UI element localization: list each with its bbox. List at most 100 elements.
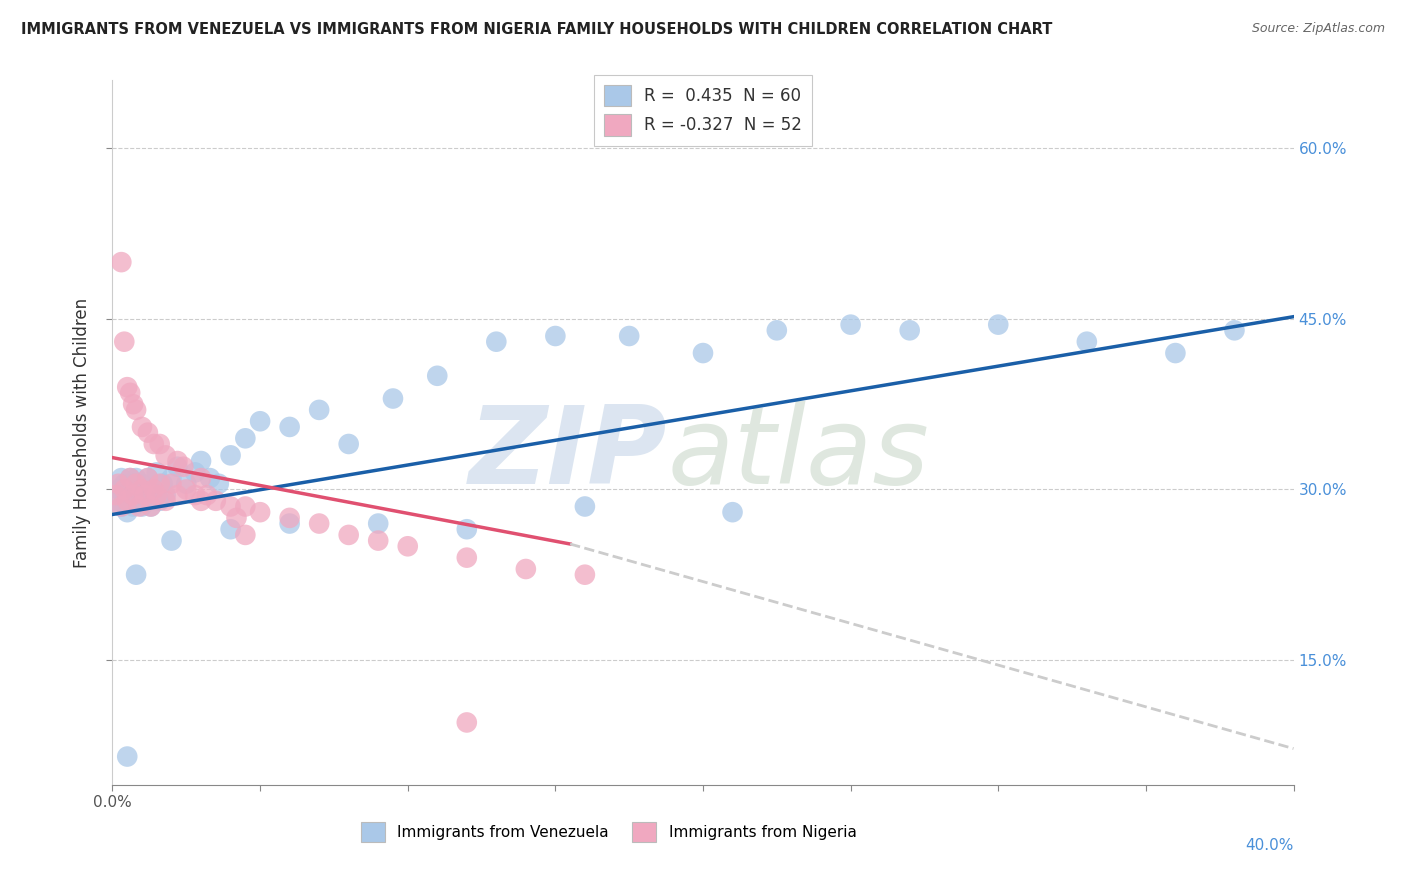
Point — [692, 346, 714, 360]
Point — [149, 493, 172, 508]
Text: 40.0%: 40.0% — [1246, 838, 1294, 853]
Point — [136, 471, 159, 485]
Point — [122, 500, 145, 514]
Point — [337, 528, 360, 542]
Point — [184, 488, 207, 502]
Point — [208, 476, 231, 491]
Point — [112, 483, 135, 497]
Point — [155, 448, 177, 462]
Point — [219, 448, 242, 462]
Point — [308, 516, 330, 531]
Point — [146, 488, 169, 502]
Point — [456, 715, 478, 730]
Text: ZIP: ZIP — [470, 401, 668, 507]
Point — [136, 471, 159, 485]
Point — [146, 466, 169, 480]
Point — [574, 500, 596, 514]
Point — [198, 471, 221, 485]
Point — [125, 403, 148, 417]
Point — [122, 397, 145, 411]
Point — [544, 329, 567, 343]
Point — [125, 567, 148, 582]
Point — [1223, 323, 1246, 337]
Point — [166, 488, 188, 502]
Point — [152, 476, 174, 491]
Point — [117, 493, 138, 508]
Point — [574, 567, 596, 582]
Point — [110, 255, 132, 269]
Point — [190, 471, 212, 485]
Point — [142, 437, 165, 451]
Point — [125, 471, 148, 485]
Point — [110, 471, 132, 485]
Legend: Immigrants from Venezuela, Immigrants from Nigeria: Immigrants from Venezuela, Immigrants fr… — [354, 816, 862, 847]
Point — [139, 500, 162, 514]
Point — [120, 471, 142, 485]
Point — [128, 483, 150, 497]
Point — [367, 533, 389, 548]
Point — [155, 488, 177, 502]
Point — [107, 483, 129, 497]
Point — [155, 493, 177, 508]
Point — [278, 511, 301, 525]
Point — [249, 414, 271, 428]
Point — [104, 493, 127, 508]
Point — [122, 488, 145, 502]
Point — [112, 334, 135, 349]
Point — [120, 385, 142, 400]
Point — [139, 500, 162, 514]
Point — [149, 476, 172, 491]
Point — [619, 329, 641, 343]
Point — [122, 476, 145, 491]
Point — [131, 420, 153, 434]
Text: IMMIGRANTS FROM VENEZUELA VS IMMIGRANTS FROM NIGERIA FAMILY HOUSEHOLDS WITH CHIL: IMMIGRANTS FROM VENEZUELA VS IMMIGRANTS … — [21, 22, 1053, 37]
Point — [107, 476, 129, 491]
Point — [174, 476, 197, 491]
Point — [190, 454, 212, 468]
Point — [134, 488, 156, 502]
Point — [233, 500, 256, 514]
Point — [142, 483, 165, 497]
Point — [160, 533, 183, 548]
Point — [142, 483, 165, 497]
Point — [839, 318, 862, 332]
Point — [219, 500, 242, 514]
Point — [898, 323, 921, 337]
Point — [131, 476, 153, 491]
Point — [1076, 334, 1098, 349]
Point — [456, 550, 478, 565]
Point — [160, 476, 183, 491]
Point — [134, 488, 156, 502]
Point — [396, 539, 419, 553]
Point — [485, 334, 508, 349]
Point — [426, 368, 449, 383]
Point — [160, 471, 183, 485]
Point — [233, 431, 256, 445]
Point — [120, 488, 142, 502]
Point — [184, 466, 207, 480]
Point — [136, 425, 159, 440]
Point — [987, 318, 1010, 332]
Point — [225, 511, 247, 525]
Point — [382, 392, 405, 406]
Point — [337, 437, 360, 451]
Point — [190, 493, 212, 508]
Point — [110, 500, 132, 514]
Point — [149, 437, 172, 451]
Y-axis label: Family Households with Children: Family Households with Children — [73, 298, 91, 567]
Point — [125, 476, 148, 491]
Point — [515, 562, 537, 576]
Point — [166, 459, 188, 474]
Point — [117, 483, 138, 497]
Point — [721, 505, 744, 519]
Point — [195, 488, 218, 502]
Point — [278, 420, 301, 434]
Point — [172, 459, 194, 474]
Point — [117, 749, 138, 764]
Point — [128, 500, 150, 514]
Point — [117, 380, 138, 394]
Point — [205, 493, 228, 508]
Point — [1164, 346, 1187, 360]
Point — [131, 500, 153, 514]
Point — [110, 500, 132, 514]
